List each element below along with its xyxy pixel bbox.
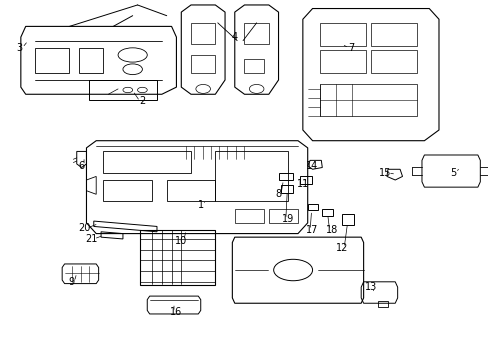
Text: 16: 16 bbox=[170, 307, 182, 317]
Text: 9: 9 bbox=[69, 277, 75, 287]
Text: 7: 7 bbox=[347, 43, 354, 53]
Bar bbox=[244, 59, 264, 73]
Text: 17: 17 bbox=[306, 225, 318, 235]
Text: 11: 11 bbox=[296, 179, 308, 189]
Text: 10: 10 bbox=[175, 236, 187, 246]
Bar bbox=[215, 152, 287, 202]
Bar bbox=[268, 208, 297, 223]
Bar bbox=[191, 55, 215, 73]
Bar bbox=[166, 180, 215, 202]
Text: 18: 18 bbox=[325, 225, 338, 235]
Text: 20: 20 bbox=[78, 223, 90, 233]
Text: 15: 15 bbox=[379, 168, 391, 178]
Text: 8: 8 bbox=[275, 189, 281, 199]
Text: 5: 5 bbox=[449, 168, 456, 178]
Bar bbox=[370, 23, 416, 46]
Bar bbox=[103, 180, 152, 202]
Bar bbox=[319, 50, 366, 73]
Text: 14: 14 bbox=[306, 161, 318, 171]
Text: 3: 3 bbox=[17, 43, 23, 53]
Text: 1: 1 bbox=[197, 200, 203, 210]
Bar bbox=[35, 48, 69, 73]
Bar bbox=[244, 23, 268, 44]
Bar bbox=[307, 204, 318, 210]
Text: 21: 21 bbox=[85, 234, 97, 244]
Bar bbox=[140, 230, 215, 285]
Bar bbox=[79, 48, 103, 73]
Bar bbox=[377, 301, 387, 307]
Bar bbox=[89, 80, 157, 100]
Bar bbox=[278, 173, 292, 180]
Text: 6: 6 bbox=[79, 161, 84, 171]
Bar bbox=[319, 84, 416, 116]
Text: 19: 19 bbox=[282, 214, 294, 224]
Bar bbox=[191, 23, 215, 44]
Bar bbox=[234, 208, 264, 223]
Text: 12: 12 bbox=[335, 243, 347, 253]
Text: 4: 4 bbox=[231, 32, 237, 42]
Bar bbox=[370, 50, 416, 73]
Bar bbox=[281, 185, 292, 193]
Bar bbox=[103, 152, 191, 173]
Bar bbox=[319, 23, 366, 46]
Text: 13: 13 bbox=[364, 282, 376, 292]
Text: 2: 2 bbox=[139, 96, 145, 107]
Bar bbox=[341, 214, 353, 225]
